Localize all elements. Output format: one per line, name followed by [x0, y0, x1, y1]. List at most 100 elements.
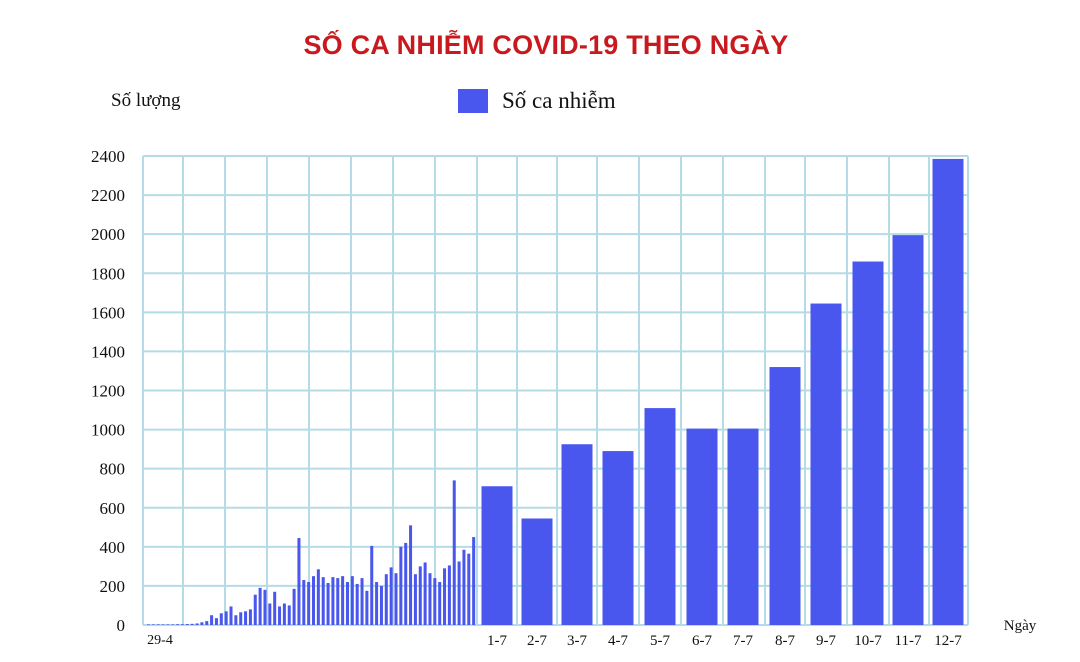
y-tick-labels: 0 200 400 600 800 1000 1200 1400 1600 1800 2000 220…: [91, 147, 125, 635]
daily-bar: [384, 574, 388, 625]
daily-bar: [462, 549, 466, 625]
legend-label: Số ca nhiễm: [502, 88, 616, 113]
daily-bar: [244, 611, 248, 625]
y-tick-label: 2200: [91, 186, 125, 205]
x-tick-label: 8-7: [775, 633, 795, 649]
daily-bar: [409, 525, 413, 625]
y-tick-label: 1000: [91, 421, 125, 440]
daily-bar: [312, 576, 316, 625]
x-tick-label: 5-7: [650, 633, 670, 649]
bar: [602, 451, 634, 625]
daily-bar: [214, 618, 218, 625]
y-tick-label: 1400: [91, 342, 125, 361]
daily-bar: [418, 566, 422, 626]
daily-bar: [467, 553, 471, 625]
daily-bar: [360, 578, 364, 625]
daily-bar: [350, 576, 354, 625]
bar: [644, 408, 676, 625]
daily-bar: [331, 577, 335, 625]
bar: [769, 367, 801, 625]
daily-bar: [423, 562, 427, 625]
daily-bar: [307, 582, 311, 625]
y-tick-label: 2000: [91, 225, 125, 244]
x-tick-label: 2-7: [527, 633, 547, 649]
daily-bar: [379, 585, 383, 625]
x-tick-label: 6-7: [692, 633, 712, 649]
legend-swatch: [458, 89, 488, 113]
daily-bar: [282, 603, 286, 625]
daily-bar: [253, 594, 257, 625]
daily-bar: [345, 582, 349, 625]
daily-bar: [185, 624, 189, 625]
y-tick-label: 1600: [91, 303, 125, 322]
x-tick-label: 10-7: [854, 633, 882, 649]
bar: [561, 444, 593, 625]
daily-bar: [200, 622, 204, 625]
daily-bar: [355, 583, 359, 625]
y-tick-label: 1800: [91, 264, 125, 283]
bar: [932, 158, 964, 625]
bar: [852, 261, 884, 625]
daily-bar: [399, 546, 403, 625]
daily-bar: [234, 615, 238, 625]
daily-bar: [326, 582, 330, 625]
daily-bar: [176, 624, 180, 625]
daily-bar: [302, 580, 306, 625]
daily-bar: [365, 590, 369, 625]
daily-bar: [248, 609, 252, 625]
july-bars: 1-7 2-7 3-7 4-7 5-7 6-7 7-7 8-7 9-7 10-7 11-7 12-7: [481, 158, 964, 649]
daily-bar: [438, 582, 442, 625]
y-tick-label: 0: [117, 616, 126, 635]
daily-bar: [219, 613, 223, 625]
daily-bar: [161, 624, 165, 625]
daily-bar: [166, 624, 170, 625]
bar: [727, 428, 759, 625]
daily-bar: [273, 591, 277, 625]
x-tick-label: 1-7: [487, 633, 507, 649]
bar: [810, 303, 842, 625]
y-tick-label: 1200: [91, 382, 125, 401]
daily-bar: [457, 561, 461, 625]
daily-bar: [229, 606, 233, 625]
x-tick-label: 12-7: [934, 633, 962, 649]
daily-bar: [180, 624, 184, 625]
daily-bar: [210, 615, 214, 625]
y-tick-label: 800: [100, 460, 126, 479]
daily-bar: [389, 567, 393, 625]
daily-bar: [428, 573, 432, 625]
y-tick-label: 400: [100, 538, 126, 557]
daily-bar: [413, 574, 417, 625]
x-tick-label: 9-7: [816, 633, 836, 649]
bar: [892, 235, 924, 625]
daily-bars: [147, 480, 476, 626]
daily-bar: [443, 568, 447, 625]
daily-bar: [452, 480, 456, 625]
y-tick-label: 2400: [91, 147, 125, 166]
daily-bar: [341, 576, 345, 625]
daily-bar: [375, 582, 379, 625]
daily-bar: [316, 569, 320, 625]
daily-bar: [297, 538, 301, 625]
daily-bar: [336, 578, 340, 625]
daily-bar: [292, 588, 296, 625]
daily-bar: [394, 573, 398, 625]
daily-bar: [472, 537, 476, 625]
daily-bar: [278, 606, 282, 625]
y-axis-label: Số lượng: [111, 90, 181, 111]
daily-bar: [171, 624, 175, 625]
bar: [521, 518, 553, 625]
x-tick-label: 3-7: [567, 633, 587, 649]
y-tick-label: 600: [100, 499, 126, 518]
daily-bar: [404, 542, 408, 625]
daily-bar: [433, 578, 437, 625]
daily-bar: [151, 624, 155, 625]
daily-bar: [447, 565, 451, 625]
daily-bar: [268, 603, 272, 625]
x-tick-label: 11-7: [895, 633, 922, 649]
daily-bar: [239, 612, 243, 625]
daily-bar: [224, 611, 228, 625]
daily-bar: [258, 587, 262, 625]
daily-bar: [195, 623, 199, 625]
daily-bar: [205, 621, 209, 625]
